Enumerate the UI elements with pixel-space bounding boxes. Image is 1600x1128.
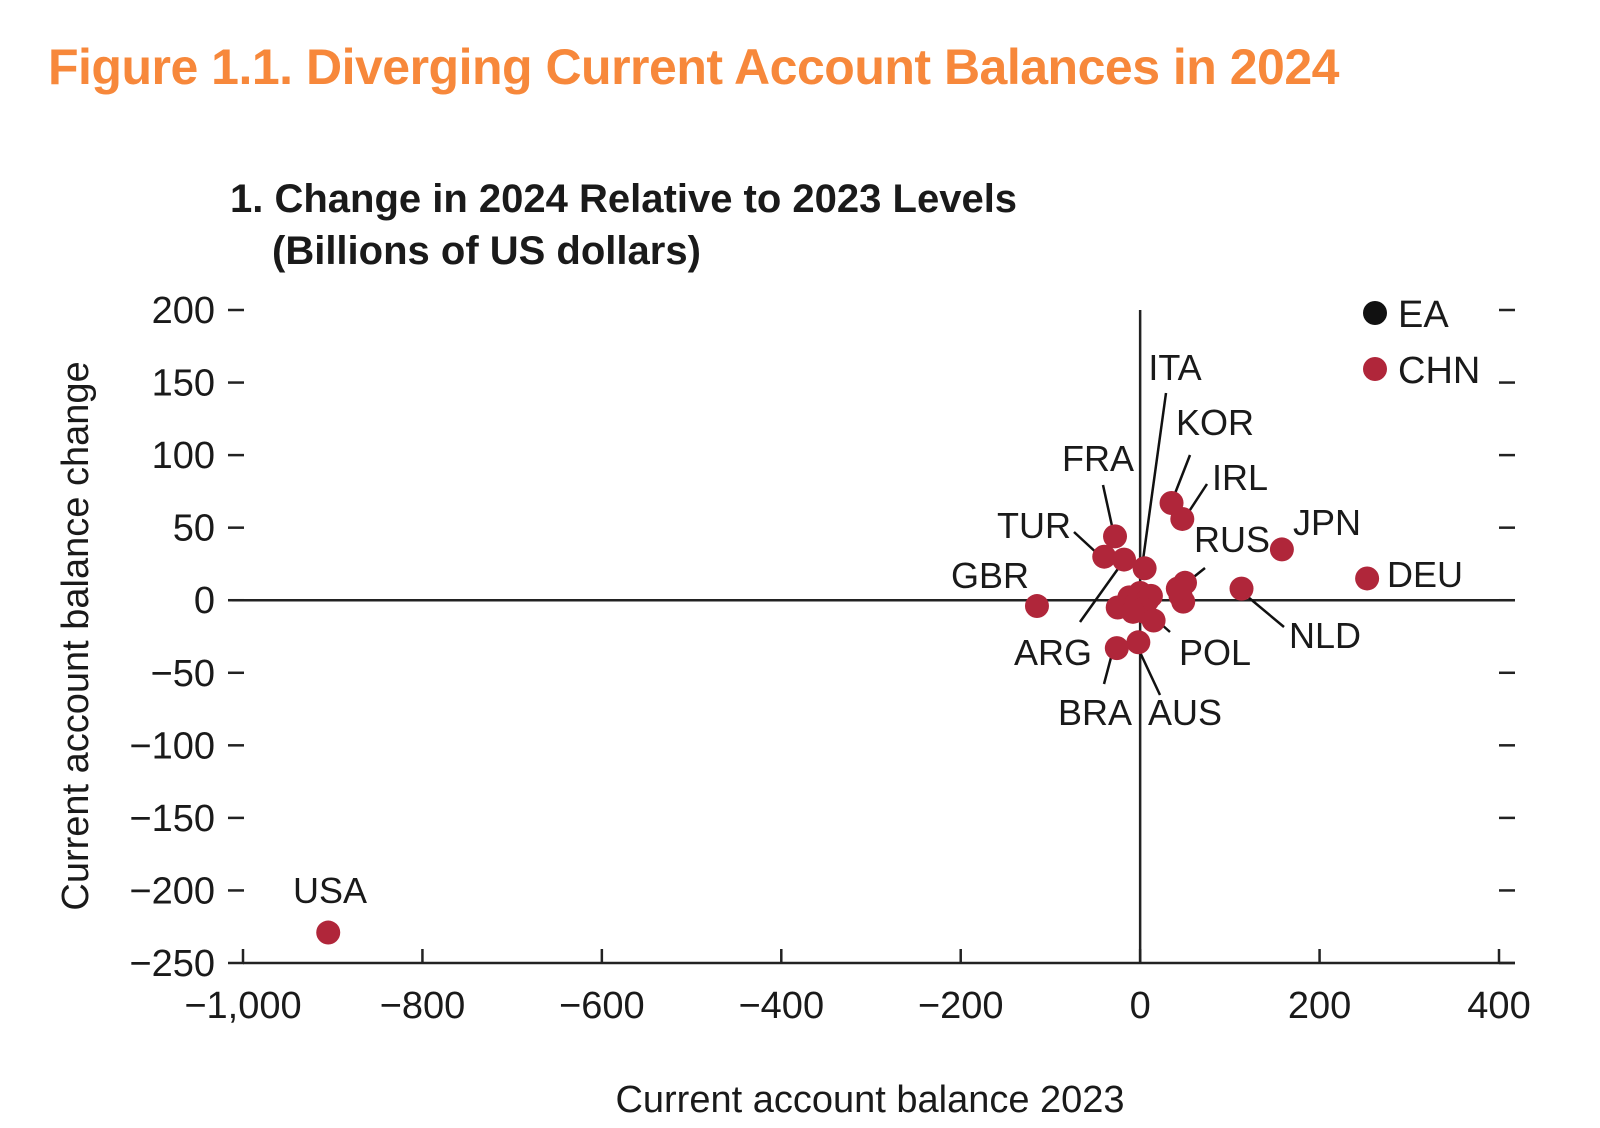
data-point-irl [1170,506,1195,531]
data-point-usa [316,920,341,945]
y-tick-label: −200 [129,870,215,912]
x-tick-label: 400 [1467,985,1530,1027]
x-tick-label: −200 [918,985,1004,1027]
point-label-usa: USA [293,870,367,911]
y-tick-label: 200 [152,290,215,332]
leader-line-irl [1186,483,1209,514]
x-tick-label: −1,000 [184,985,301,1027]
chart-subtitle: (Billions of US dollars) [272,229,701,273]
point-label-jpn: JPN [1293,502,1361,543]
x-tick-label: −400 [738,985,824,1027]
leader-line-ita [1141,392,1168,561]
data-point-arg [1111,547,1136,572]
leader-line-kor [1172,454,1192,497]
data-point-pol [1141,608,1166,633]
figure-title: Figure 1.1. Diverging Current Account Ba… [48,39,1339,95]
data-point-nld [1229,576,1254,601]
data-point-aus [1126,630,1151,655]
legend-marker-ea [1363,301,1387,325]
chart-axes: −1,000 −800 −600 −400 −200 0 200 400 200 150 100 50… [129,290,1530,1027]
y-tick-label: −100 [129,725,215,767]
leader-line-aus [1136,647,1162,696]
point-label-ita: ITA [1148,347,1201,388]
point-label-aus: AUS [1148,692,1222,733]
data-point-fra [1103,524,1128,549]
y-tick-label: 100 [152,435,215,477]
point-label-pol: POL [1179,632,1251,673]
data-point-gbr [1024,594,1049,619]
point-labels: USA GBR TUR FRA ITA KOR IRL RUS JPN DEU NLD ARG POL B… [293,347,1463,911]
data-point-rus [1173,570,1197,595]
point-label-kor: KOR [1176,402,1254,443]
x-tick-label: −600 [559,985,645,1027]
y-tick-label: −50 [151,653,215,695]
legend-marker-chn [1363,357,1387,381]
data-point-jpn [1269,537,1294,562]
data-point-deu [1355,566,1380,591]
point-label-bra: BRA [1058,692,1132,733]
point-label-gbr: GBR [951,555,1029,596]
data-point-tur [1092,544,1117,569]
point-label-nld: NLD [1289,615,1361,656]
legend: EA CHN [1363,294,1480,392]
point-label-tur: TUR [997,505,1071,546]
y-tick-label: −150 [129,798,215,840]
data-point-bra [1104,636,1129,661]
legend-label-ea: EA [1398,294,1449,336]
y-tick-label: 50 [173,508,215,550]
x-tick-label: −800 [380,985,466,1027]
y-tick-label: 0 [194,580,215,622]
y-axis-label: Current account balance change [55,361,97,910]
data-point [1120,599,1145,624]
leader-line-fra [1101,484,1114,527]
data-points [316,490,1380,945]
y-tick-label: −250 [129,943,215,985]
data-point-ita [1132,556,1157,581]
point-label-irl: IRL [1212,457,1268,498]
point-label-deu: DEU [1387,554,1463,595]
point-label-rus: RUS [1194,519,1270,560]
leader-line-arg [1078,565,1122,623]
x-tick-label: 200 [1288,985,1351,1027]
x-tick-label: 0 [1130,985,1151,1027]
x-axis-label: Current account balance 2023 [615,1079,1124,1121]
point-label-fra: FRA [1062,438,1134,479]
chart-title: 1. Change in 2024 Relative to 2023 Level… [230,177,1017,221]
y-tick-label: 150 [152,363,215,405]
point-label-arg: ARG [1014,632,1092,673]
legend-label-chn: CHN [1398,350,1480,392]
